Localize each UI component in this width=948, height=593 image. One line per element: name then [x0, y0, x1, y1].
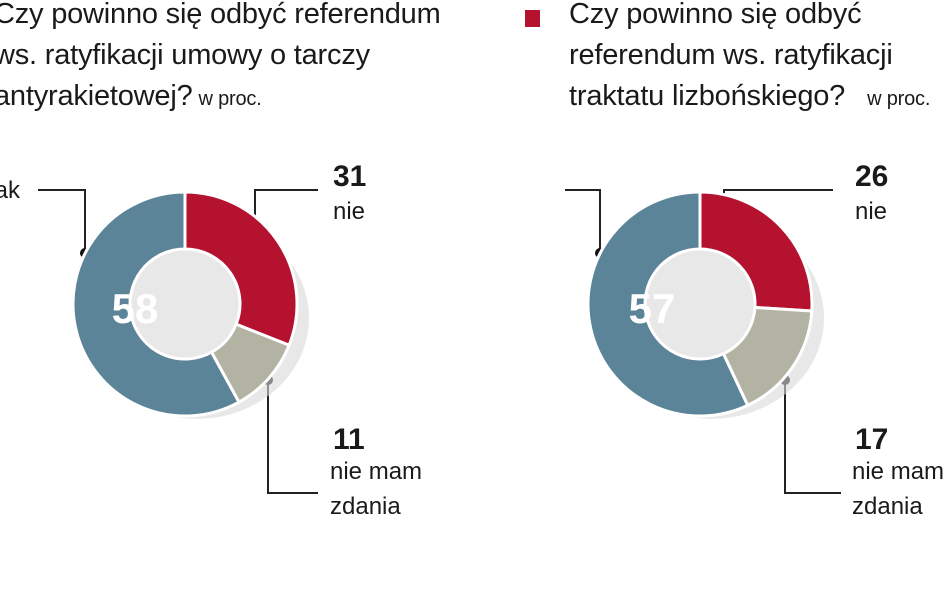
slice-label-nie-mam-zdania-line-2: zdania — [330, 493, 401, 520]
chart-panel-missile-shield: Czy powinno się odbyć referendum ws. rat… — [0, 0, 540, 520]
slice-nie — [183, 190, 299, 348]
slice-value-nie: 26 — [855, 160, 889, 193]
unit-label: w proc. — [867, 88, 931, 110]
title-line-1: Czy powinno się odbyć — [569, 0, 862, 30]
slice-label-nie: nie — [855, 198, 888, 225]
unit-label: w proc. — [198, 88, 262, 110]
slice-value-nie: 31 — [333, 160, 367, 193]
slice-label-nie-mam-zdania-line-1: nie mam — [852, 458, 945, 485]
donut-chart — [586, 190, 824, 419]
title-line-2: ws. ratyfikacji umowy o tarczy — [0, 39, 370, 71]
slice-label-nie-mam-zdania-line-2: zdania — [852, 493, 923, 520]
slice-tak — [71, 190, 241, 418]
slice-value-nie-mam-zdania: 17 — [855, 423, 889, 456]
chart-title: Czy powinno się odbyć referendum ws. rat… — [0, 0, 441, 120]
legend-marker-icon — [525, 10, 540, 27]
title-line-3: antyrakietowej? — [0, 80, 193, 112]
slice-value-nie-mam-zdania: 11 — [333, 423, 365, 456]
chart-panel-lisbon-treaty: Czy powinno się odbyć referendum ws. rat… — [565, 0, 948, 593]
title-line-1: Czy powinno się odbyć referendum — [0, 0, 441, 30]
title-line-2: referendum ws. ratyfikacji — [569, 39, 893, 71]
donut-chart — [71, 190, 309, 419]
slice-label-tak: tak — [0, 177, 21, 204]
slice-value-tak: 58 — [111, 285, 159, 332]
slice-nie — [698, 190, 814, 313]
slice-tak — [586, 190, 750, 418]
slice-label-nie-mam-zdania-line-1: nie mam — [330, 458, 423, 485]
chart-title: Czy powinno się odbyć referendum ws. rat… — [569, 0, 930, 120]
slice-value-tak: 57 — [628, 285, 676, 332]
title-line-3: traktatu lizbońskiego? — [569, 80, 846, 112]
slice-label-nie: nie — [333, 198, 366, 225]
